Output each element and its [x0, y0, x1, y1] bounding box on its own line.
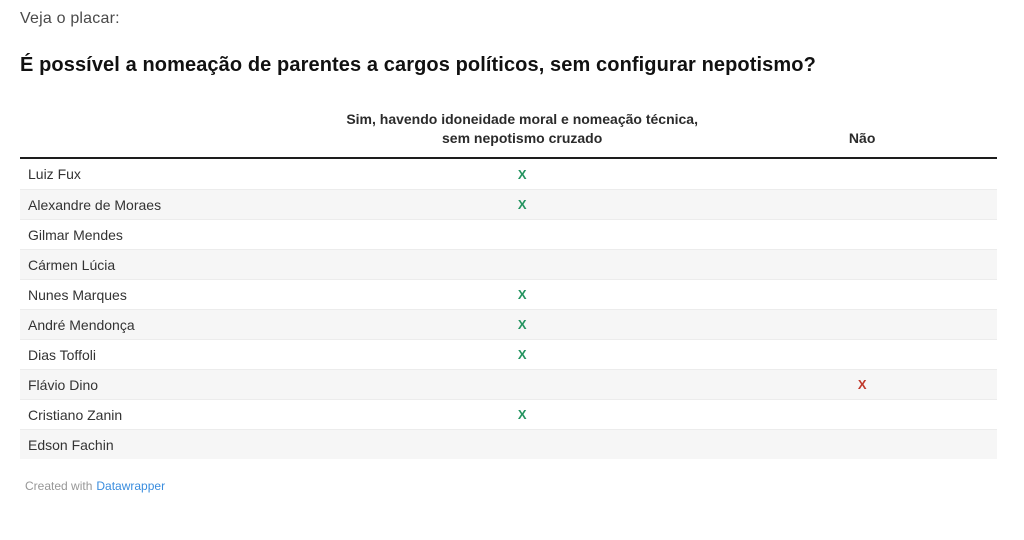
- minister-name: Gilmar Mendes: [28, 226, 123, 243]
- minister-name: Nunes Marques: [28, 286, 127, 303]
- attribution-prefix: Created with: [25, 479, 93, 493]
- vote-sim-cell: X: [517, 407, 527, 422]
- vote-sim-cell: X: [517, 347, 527, 362]
- table-row: André Mendonça X: [20, 309, 997, 339]
- table-row: Luiz Fux X: [20, 159, 997, 189]
- minister-name: Cármen Lúcia: [28, 256, 116, 273]
- datawrapper-link[interactable]: Datawrapper: [96, 479, 166, 493]
- vote-sim-cell: X: [517, 317, 527, 332]
- kicker-text: Veja o placar:: [20, 10, 120, 27]
- table-row: Cristiano Zanin X: [20, 399, 997, 429]
- column-header-sim-label: Sim, havendo idoneidade moral e nomeação…: [346, 111, 698, 146]
- column-header-nao: Não: [848, 130, 876, 146]
- minister-name: Cristiano Zanin: [28, 406, 123, 423]
- table-row: Cármen Lúcia: [20, 249, 997, 279]
- minister-name: Flávio Dino: [28, 376, 99, 393]
- table-body: Luiz Fux X Alexandre de Moraes X Gilmar …: [20, 159, 997, 459]
- chart-title: É possível a nomeação de parentes a carg…: [20, 54, 816, 76]
- vote-nao-cell: X: [857, 377, 867, 392]
- table-row: Gilmar Mendes: [20, 219, 997, 249]
- table-row: Dias Toffoli X: [20, 339, 997, 369]
- table-row: Nunes Marques X: [20, 279, 997, 309]
- votes-table: Sim, havendo idoneidade moral e nomeação…: [20, 110, 997, 459]
- table-row: Alexandre de Moraes X: [20, 189, 997, 219]
- minister-name: Alexandre de Moraes: [28, 196, 162, 213]
- table-header-row: Sim, havendo idoneidade moral e nomeação…: [20, 110, 997, 159]
- vote-sim-cell: X: [517, 166, 527, 182]
- attribution: Created with Datawrapper: [20, 479, 997, 493]
- table-row: Flávio Dino X: [20, 369, 997, 399]
- minister-name: Dias Toffoli: [28, 346, 96, 363]
- minister-name: André Mendonça: [28, 316, 135, 333]
- table-row: Edson Fachin: [20, 429, 997, 459]
- vote-sim-cell: X: [517, 287, 527, 302]
- minister-name: Edson Fachin: [28, 436, 114, 453]
- column-header-sim: Sim, havendo idoneidade moral e nomeação…: [317, 110, 727, 148]
- vote-sim-cell: X: [517, 197, 527, 212]
- minister-name: Luiz Fux: [28, 166, 81, 182]
